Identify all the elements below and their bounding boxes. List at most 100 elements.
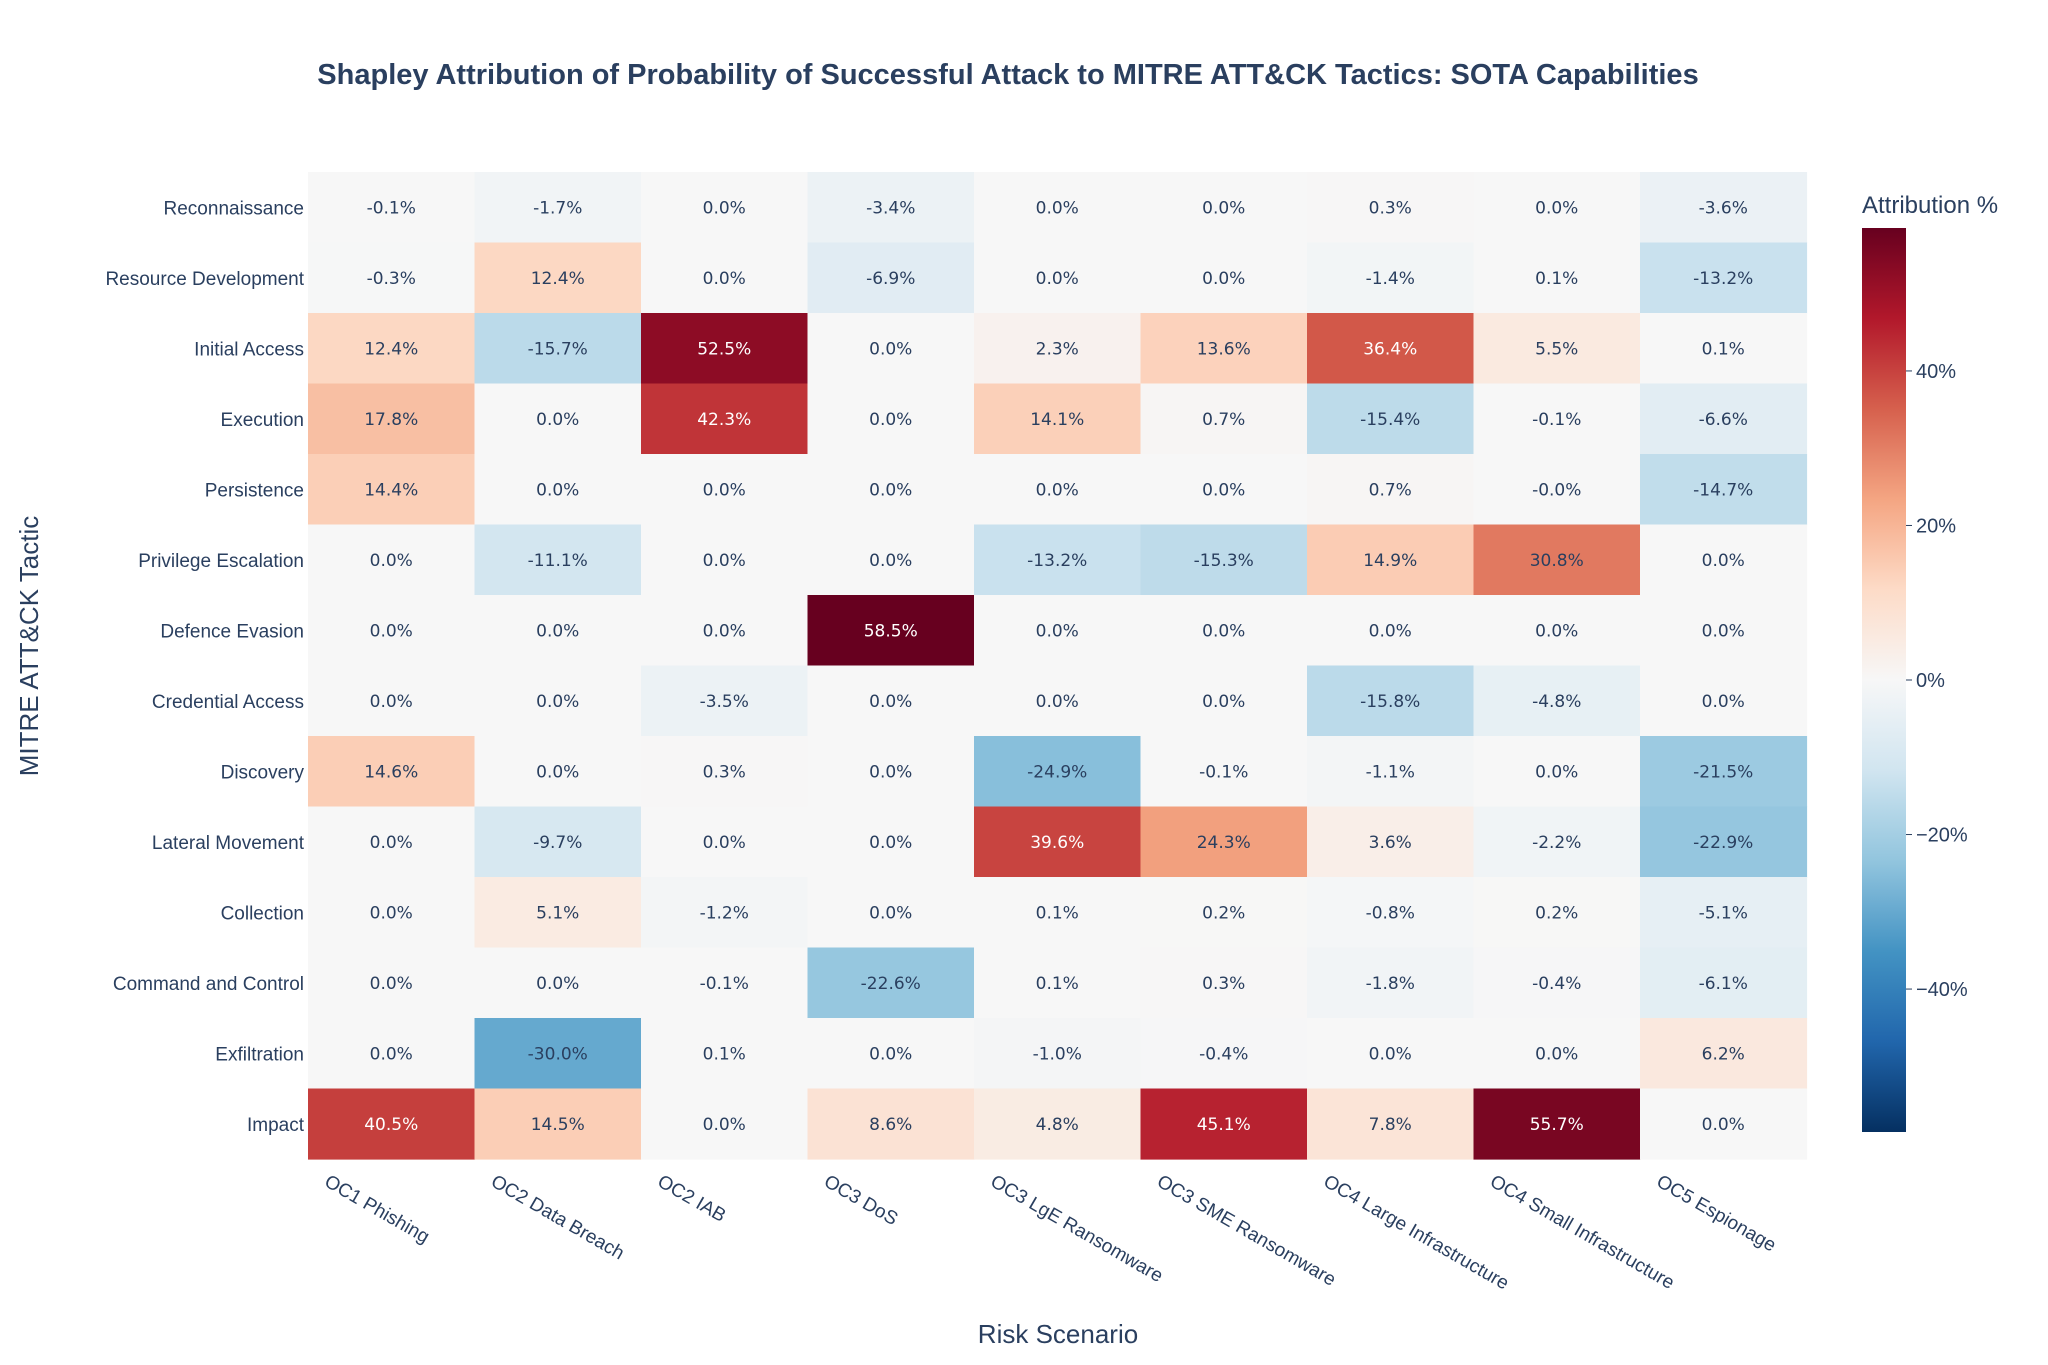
cell-value-label: 14.9%: [1363, 551, 1417, 571]
cell-value-label: -15.3%: [1194, 551, 1254, 571]
cell-value-label: 14.5%: [531, 1115, 585, 1135]
cell-value-label: -1.2%: [700, 903, 749, 923]
cell-value-label: 30.8%: [1530, 551, 1584, 571]
heatmap-cell-defence-evasion-oc3-sme-ransomware: [1140, 595, 1308, 667]
cell-value-label: 0.0%: [869, 692, 912, 712]
cell-value-label: -5.1%: [1699, 903, 1748, 923]
heatmap-cell-initial-access-oc1-phishing: [308, 313, 476, 385]
y-tick-label-lateral-movement: Lateral Movement: [152, 833, 305, 854]
heatmap-cell-privilege-escalation-oc3-sme-ransomware: [1140, 524, 1308, 596]
heatmap-cell-collection-oc2-iab: [641, 877, 809, 949]
cell-value-label: -21.5%: [1693, 762, 1753, 782]
heatmap-cell-impact-oc5-espionage: [1640, 1088, 1808, 1160]
cell-value-label: -1.0%: [1033, 1044, 1082, 1064]
cell-value-label: 0.0%: [1202, 692, 1245, 712]
cell-value-label: 0.0%: [370, 1044, 413, 1064]
heatmap-cell-credential-access-oc3-lge-ransomware: [974, 665, 1142, 737]
heatmap-cell-reconnaissance-oc4-large-infrastructure: [1307, 172, 1475, 244]
cell-value-label: 7.8%: [1369, 1115, 1412, 1135]
heatmap-cell-persistence-oc2-data-breach: [474, 454, 642, 526]
heatmap-cell-resource-development-oc3-dos: [807, 242, 975, 314]
y-tick-label-command-and-control: Command and Control: [113, 974, 304, 995]
cell-value-label: 0.0%: [703, 551, 746, 571]
cell-value-label: 17.8%: [364, 410, 418, 430]
cell-value-label: 0.0%: [703, 198, 746, 218]
cell-value-label: 0.0%: [1202, 480, 1245, 500]
cell-value-label: 0.7%: [1202, 410, 1245, 430]
heatmap-cell-execution-oc2-data-breach: [474, 383, 642, 455]
cell-value-label: 0.0%: [1702, 551, 1745, 571]
cell-value-label: 0.0%: [536, 762, 579, 782]
cell-value-label: -0.1%: [367, 198, 416, 218]
cell-value-label: 0.0%: [1202, 621, 1245, 641]
colorbar-tick-label: −40%: [1916, 979, 1968, 1001]
cell-value-label: -30.0%: [528, 1044, 588, 1064]
heatmap-cell-initial-access-oc5-espionage: [1640, 313, 1808, 385]
heatmap-cell-initial-access-oc2-iab: [641, 313, 809, 385]
cell-value-label: -3.6%: [1699, 198, 1748, 218]
heatmap-cell-discovery-oc4-large-infrastructure: [1307, 736, 1475, 808]
heatmap-cell-persistence-oc3-sme-ransomware: [1140, 454, 1308, 526]
heatmap-cell-collection-oc2-data-breach: [474, 877, 642, 949]
cell-value-label: 0.0%: [370, 903, 413, 923]
cell-value-label: 12.4%: [364, 339, 418, 359]
heatmap-cell-defence-evasion-oc5-espionage: [1640, 595, 1808, 667]
heatmap-cell-discovery-oc2-data-breach: [474, 736, 642, 808]
cell-value-label: 0.0%: [370, 551, 413, 571]
heatmap-cell-collection-oc5-espionage: [1640, 877, 1808, 949]
heatmap-cell-collection-oc3-dos: [807, 877, 975, 949]
heatmap-cell-privilege-escalation-oc5-espionage: [1640, 524, 1808, 596]
heatmap-cell-defence-evasion-oc3-lge-ransomware: [974, 595, 1142, 667]
heatmap-cell-exfiltration-oc4-large-infrastructure: [1307, 1018, 1475, 1090]
heatmap-cell-persistence-oc2-iab: [641, 454, 809, 526]
heatmap-cell-resource-development-oc4-small-infrastructure: [1473, 242, 1641, 314]
heatmap-cell-collection-oc4-large-infrastructure: [1307, 877, 1475, 949]
cell-value-label: 0.0%: [703, 833, 746, 853]
chart-title: Shapley Attribution of Probability of Su…: [317, 59, 1698, 91]
cell-value-label: 0.0%: [869, 480, 912, 500]
cell-value-label: 0.0%: [370, 974, 413, 994]
cell-value-label: 0.3%: [1369, 198, 1412, 218]
cell-value-label: 0.0%: [1535, 621, 1578, 641]
cell-value-label: 40.5%: [364, 1115, 418, 1135]
y-tick-label-execution: Execution: [221, 410, 304, 431]
cell-value-label: 36.4%: [1363, 339, 1417, 359]
heatmap-cell-command-and-control-oc1-phishing: [308, 947, 476, 1019]
heatmap-cell-impact-oc4-small-infrastructure: [1473, 1088, 1641, 1160]
cell-value-label: -15.7%: [528, 339, 588, 359]
heatmap-cell-discovery-oc4-small-infrastructure: [1473, 736, 1641, 808]
heatmap-cell-exfiltration-oc1-phishing: [308, 1018, 476, 1090]
y-tick-label-defence-evasion: Defence Evasion: [160, 621, 304, 642]
cell-value-label: 0.0%: [1202, 198, 1245, 218]
cell-value-label: 0.0%: [1702, 692, 1745, 712]
cell-value-label: 0.0%: [869, 551, 912, 571]
cell-value-label: 0.0%: [536, 480, 579, 500]
heatmap-cell-discovery-oc1-phishing: [308, 736, 476, 808]
heatmap-cell-command-and-control-oc3-sme-ransomware: [1140, 947, 1308, 1019]
cell-value-label: 0.0%: [1036, 480, 1079, 500]
heatmap-cell-resource-development-oc1-phishing: [308, 242, 476, 314]
cell-value-label: -22.9%: [1693, 833, 1753, 853]
heatmap-cell-reconnaissance-oc3-dos: [807, 172, 975, 244]
cell-value-label: -6.1%: [1699, 974, 1748, 994]
cell-value-label: -6.9%: [866, 269, 915, 289]
cell-value-label: 0.0%: [536, 692, 579, 712]
cell-value-label: 0.7%: [1369, 480, 1412, 500]
cell-value-label: 0.0%: [1036, 269, 1079, 289]
cell-value-label: 0.0%: [1535, 762, 1578, 782]
y-tick-label-exfiltration: Exfiltration: [215, 1044, 304, 1065]
heatmap-cell-credential-access-oc4-large-infrastructure: [1307, 665, 1475, 737]
y-tick-label-initial-access: Initial Access: [194, 339, 304, 360]
heatmap-cell-discovery-oc3-lge-ransomware: [974, 736, 1142, 808]
cell-value-label: -0.4%: [1532, 974, 1581, 994]
colorbar-title: Attribution %: [1862, 192, 1998, 219]
heatmap-cell-credential-access-oc2-iab: [641, 665, 809, 737]
heatmap-cell-lateral-movement-oc4-large-infrastructure: [1307, 806, 1475, 878]
heatmap-cell-initial-access-oc4-small-infrastructure: [1473, 313, 1641, 385]
cell-value-label: 4.8%: [1036, 1115, 1079, 1135]
heatmap-cell-resource-development-oc3-sme-ransomware: [1140, 242, 1308, 314]
cell-value-label: 14.6%: [364, 762, 418, 782]
heatmap-cell-exfiltration-oc4-small-infrastructure: [1473, 1018, 1641, 1090]
x-axis-title: Risk Scenario: [978, 1319, 1138, 1349]
cell-value-label: 0.0%: [1702, 621, 1745, 641]
